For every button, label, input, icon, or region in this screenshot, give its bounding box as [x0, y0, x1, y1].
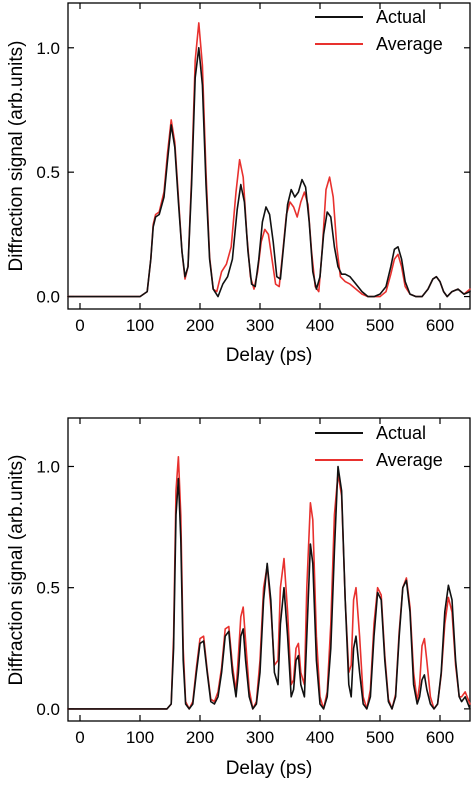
series-lines: [67, 456, 471, 710]
x-tick-label: 0: [75, 728, 84, 747]
y-axis-title: Diffraction signal (arb.units): [6, 455, 27, 686]
legend: Actual Average: [315, 423, 443, 470]
x-tick-label: 200: [186, 728, 214, 747]
x-tick-label: 400: [306, 316, 334, 335]
x-axis-title: Delay (ps): [226, 345, 313, 366]
x-tick-label: 300: [246, 728, 274, 747]
y-tick-label: 1.0: [36, 39, 60, 58]
x-tick-label: 600: [426, 316, 454, 335]
x-tick-label: 100: [126, 316, 154, 335]
bottom-panel: 0 100 200 300 400 500 600 0.0 0.5 1.0 Delay (ps)…: [6, 417, 471, 779]
y-tick-label: 1.0: [36, 457, 60, 476]
series-line-average: [67, 456, 471, 710]
x-tick-labels: 0 100 200 300 400 500 600: [75, 728, 454, 747]
y-tick-labels: 0.0 0.5 1.0: [36, 457, 60, 718]
series-lines: [67, 22, 471, 298]
x-tick-label: 300: [246, 316, 274, 335]
y-tick-label: 0.5: [36, 163, 60, 182]
x-axis-title: Delay (ps): [226, 758, 313, 779]
y-tick-label: 0.0: [36, 288, 60, 307]
y-tick-label: 0.0: [36, 700, 60, 719]
y-axis-title: Diffraction signal (arb.units): [6, 41, 27, 272]
series-line-actual: [67, 465, 471, 710]
legend-label-actual: Actual: [376, 7, 426, 27]
y-tick-labels: 0.0 0.5 1.0: [36, 39, 60, 307]
series-line-actual: [67, 47, 471, 298]
legend-label-average: Average: [376, 450, 443, 470]
x-tick-label: 0: [75, 316, 84, 335]
x-tick-labels: 0 100 200 300 400 500 600: [75, 316, 454, 335]
ticks: [68, 3, 470, 309]
x-tick-label: 500: [366, 728, 394, 747]
x-tick-label: 600: [426, 728, 454, 747]
x-tick-label: 200: [186, 316, 214, 335]
x-tick-label: 400: [306, 728, 334, 747]
top-panel: 0 100 200 300 400 500 600 0.0 0.5 1.0 Delay (ps)…: [6, 2, 471, 366]
y-tick-label: 0.5: [36, 579, 60, 598]
series-line-average: [67, 22, 471, 298]
legend-label-actual: Actual: [376, 423, 426, 443]
x-tick-label: 100: [126, 728, 154, 747]
x-tick-label: 500: [366, 316, 394, 335]
plot-frame: [67, 2, 471, 310]
plot-frame: [67, 417, 471, 722]
legend-label-average: Average: [376, 34, 443, 54]
legend: Actual Average: [315, 7, 443, 54]
